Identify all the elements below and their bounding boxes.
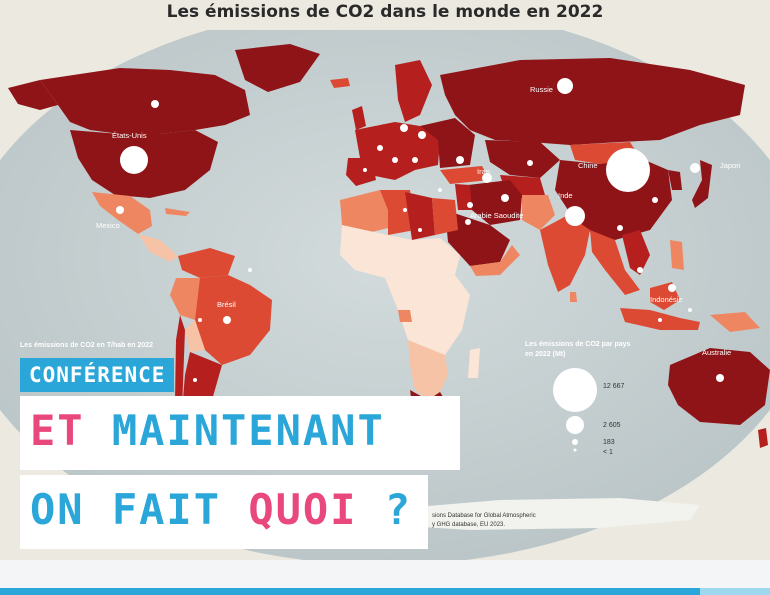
label-india: Inde bbox=[558, 191, 573, 200]
gabon bbox=[398, 310, 412, 322]
headline-line-1: ET MAINTENANT bbox=[30, 406, 385, 455]
headline-word-on-fait: ON FAIT bbox=[30, 485, 222, 534]
country-uk bbox=[352, 106, 366, 130]
southeast-asia bbox=[590, 230, 640, 295]
country-bolivia bbox=[185, 320, 205, 352]
north-africa-west bbox=[340, 190, 392, 235]
country-russia bbox=[440, 58, 745, 145]
sri-lanka bbox=[570, 292, 577, 302]
label-iran: Iran bbox=[477, 167, 490, 176]
label-saudi: Arabie Saoudite bbox=[470, 211, 523, 220]
kazakhstan bbox=[485, 140, 560, 178]
label-russia: Russie bbox=[530, 85, 553, 94]
sahel bbox=[340, 225, 460, 280]
southern-africa bbox=[408, 340, 448, 400]
papua bbox=[710, 312, 760, 332]
iberia bbox=[346, 158, 376, 186]
central-america bbox=[138, 234, 178, 262]
country-peru bbox=[170, 278, 200, 320]
philippines bbox=[670, 240, 684, 270]
headline-word-et: ET bbox=[30, 406, 85, 455]
label-usa: États-Unis bbox=[112, 131, 147, 140]
headline-word-quoi: QUOI bbox=[248, 485, 358, 534]
source-line-1: sions Database for Global Atmospheric bbox=[432, 513, 536, 519]
country-japan bbox=[692, 160, 712, 208]
scandinavia bbox=[395, 60, 432, 122]
headline-word-maintenant: MAINTENANT bbox=[111, 406, 385, 455]
headline-banner-1: ET MAINTENANT bbox=[20, 396, 460, 470]
label-indonesia: Indonésie bbox=[650, 295, 683, 304]
legend-value-3: 183 bbox=[603, 439, 615, 446]
footer-accent-line bbox=[0, 588, 700, 595]
cuba bbox=[165, 208, 190, 216]
legend-left-title: Les émissions de CO2 en T/hab en 2022 bbox=[20, 342, 153, 349]
new-zealand bbox=[758, 428, 768, 448]
source-line-2: y GHG database, EU 2023. bbox=[432, 522, 505, 528]
turkey bbox=[440, 166, 490, 184]
footer-accent-line-light bbox=[700, 588, 770, 595]
yemen-oman bbox=[470, 245, 520, 276]
central-africa bbox=[385, 275, 470, 360]
pakistan-afghanistan bbox=[522, 195, 555, 230]
greenland bbox=[235, 44, 320, 92]
headline-banner-2: ON FAIT QUOI ? bbox=[20, 475, 428, 549]
country-canada bbox=[40, 68, 250, 134]
legend-right-title-2: en 2022 (Mt) bbox=[525, 351, 565, 358]
legend-value-1: 12 667 bbox=[603, 383, 625, 390]
vietnam bbox=[622, 230, 650, 275]
headline-question-mark: ? bbox=[384, 485, 413, 534]
antarctica bbox=[380, 498, 700, 530]
algeria bbox=[380, 190, 415, 235]
label-australia: Australie bbox=[702, 348, 731, 357]
alaska bbox=[8, 80, 58, 110]
madagascar bbox=[468, 348, 480, 378]
label-mexico: Mexico bbox=[96, 221, 120, 230]
legend-value-2: 2 605 bbox=[603, 422, 621, 429]
legend-right-title-1: Les émissions de CO2 par pays bbox=[525, 341, 631, 348]
country-india bbox=[540, 215, 590, 292]
conference-tag: CONFÉRENCE bbox=[20, 358, 175, 392]
eastern-europe bbox=[420, 118, 475, 168]
legend-value-4: < 1 bbox=[603, 449, 613, 456]
country-venezuela bbox=[178, 248, 235, 278]
iceland bbox=[330, 78, 350, 88]
country-australia bbox=[668, 348, 770, 425]
korea bbox=[668, 170, 682, 190]
country-iran bbox=[468, 180, 522, 225]
legend-bubbles: Les émissions de CO2 par pays en 2022 (M… bbox=[525, 341, 631, 456]
label-brazil: Brésil bbox=[217, 300, 236, 309]
libya bbox=[405, 192, 435, 240]
map-title: Les émissions de CO2 dans le monde en 20… bbox=[166, 2, 604, 22]
label-china: Chine bbox=[578, 161, 598, 170]
egypt bbox=[432, 198, 458, 235]
label-japan: Japon bbox=[720, 161, 740, 170]
headline-line-2: ON FAIT QUOI ? bbox=[30, 485, 412, 534]
country-saudi-arabia bbox=[445, 210, 510, 266]
